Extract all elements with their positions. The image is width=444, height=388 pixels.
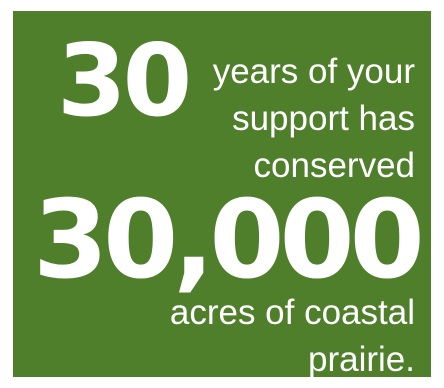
infographic-panel: 30 years of your support has conserved 3… bbox=[13, 11, 431, 377]
acres-number: 30,000 bbox=[33, 178, 425, 303]
text-line-prairie: prairie. bbox=[308, 340, 415, 377]
headline-number: 30 bbox=[57, 22, 192, 139]
text-line-conserved: conserved bbox=[253, 146, 415, 185]
text-line-acres-of-coastal: acres of coastal bbox=[169, 293, 415, 332]
text-line-years-of-your: years of your bbox=[212, 52, 415, 91]
text-line-support-has: support has bbox=[232, 99, 415, 138]
